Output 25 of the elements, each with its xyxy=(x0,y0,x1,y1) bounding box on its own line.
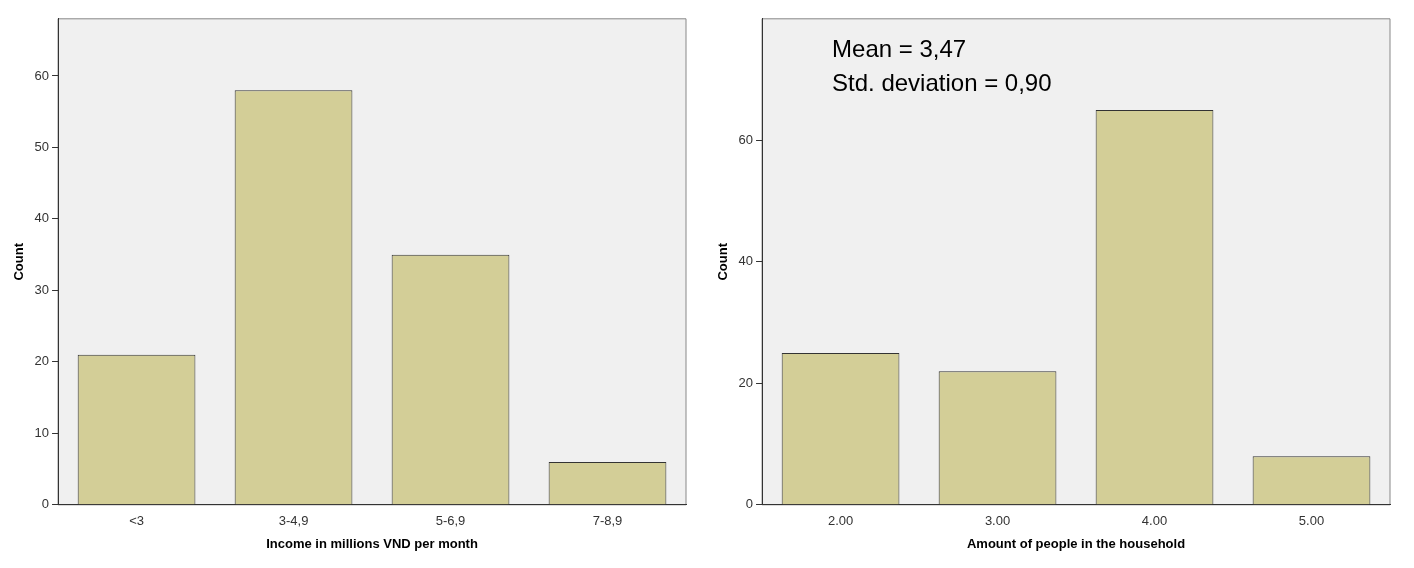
annotation: Std. deviation = 0,90 xyxy=(832,69,1052,97)
x-tick-label: 7-8,9 xyxy=(592,513,623,529)
x-tick-label: 3-4,9 xyxy=(278,513,309,529)
x-axis-title: Income in millions VND per month xyxy=(266,535,478,551)
y-tick-label: 0 xyxy=(745,496,754,512)
y-tick-label: 20 xyxy=(34,353,50,369)
x-tick-label: 2.00 xyxy=(827,513,854,529)
x-tick-label: <3 xyxy=(129,513,144,529)
y-tick-label: 40 xyxy=(34,210,50,226)
y-tick-label: 20 xyxy=(738,374,754,390)
x-tick-label: 4.00 xyxy=(1141,513,1168,529)
x-tick-label: 3.00 xyxy=(984,513,1011,529)
annotation: Mean = 3,47 xyxy=(832,35,967,63)
y-tick-label: 40 xyxy=(738,253,754,269)
y-tick-label: 10 xyxy=(34,424,50,440)
y-tick-label: 60 xyxy=(34,67,50,83)
y-tick-label: 30 xyxy=(34,281,50,297)
y-axis-title: Count xyxy=(715,242,731,281)
x-tick-label: 5.00 xyxy=(1298,513,1325,529)
y-tick-label: 0 xyxy=(41,496,50,512)
y-tick-label: 50 xyxy=(34,139,50,155)
x-axis-title: Amount of people in the household xyxy=(966,535,1186,551)
x-tick-label: 5-6,9 xyxy=(435,513,466,529)
y-tick-label: 60 xyxy=(738,131,754,147)
y-axis-title: Count xyxy=(11,242,27,281)
